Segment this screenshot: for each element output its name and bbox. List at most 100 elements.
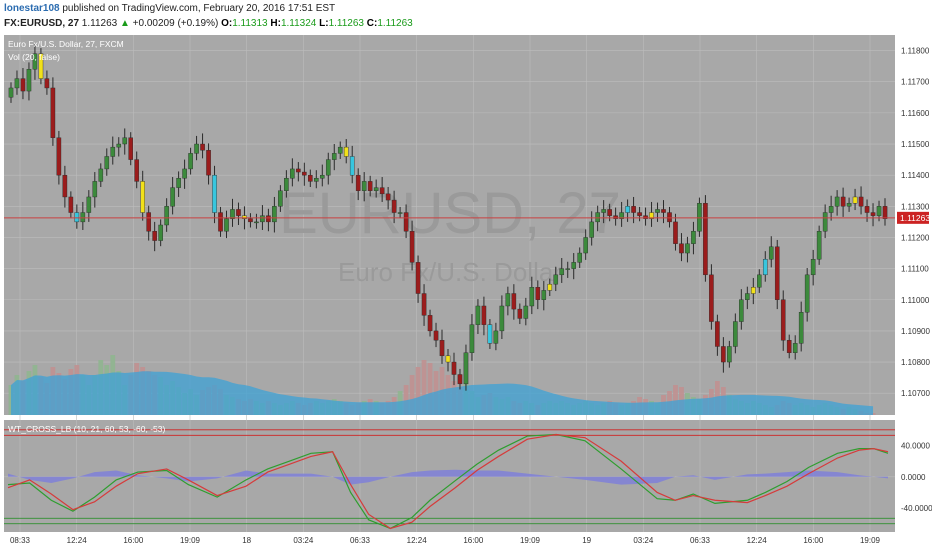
candle-body xyxy=(499,305,505,332)
candle-body xyxy=(697,202,702,232)
candle-body xyxy=(745,293,750,300)
candle-body xyxy=(463,352,469,385)
oscillator-legend: WT_CROSS_LB (10, 21, 60, 53, -60, -53) xyxy=(8,424,165,434)
candle-body xyxy=(98,168,104,182)
candle-body xyxy=(655,209,660,213)
up-arrow-icon: ▲ xyxy=(119,18,130,29)
candle-body xyxy=(439,340,445,357)
candle-body xyxy=(882,206,888,219)
candle-body xyxy=(589,221,594,238)
candle-body xyxy=(188,153,193,170)
candle-body xyxy=(559,268,565,276)
candle-body xyxy=(774,246,780,300)
price-tick-label: 1.11300 xyxy=(901,202,930,211)
candle-body xyxy=(74,212,80,223)
candle-body xyxy=(194,143,199,154)
osc-tick-label: 0.0000 xyxy=(901,473,926,482)
candle-body xyxy=(319,174,325,179)
candle-body xyxy=(493,330,499,344)
author-link[interactable]: lonestar108 xyxy=(4,3,60,14)
candle-body xyxy=(457,374,463,385)
candle-body xyxy=(385,193,391,201)
candle-body xyxy=(679,243,684,254)
candle-body xyxy=(421,293,427,316)
candle-body xyxy=(146,212,151,232)
last-price: 1.11263 xyxy=(81,18,118,29)
time-axis[interactable] xyxy=(4,532,895,549)
candle-body xyxy=(481,305,487,325)
candle-body xyxy=(876,206,882,216)
time-tick-label: 12:24 xyxy=(67,536,88,545)
candle-body xyxy=(822,212,828,232)
candle-body xyxy=(487,324,493,344)
low-label: L: xyxy=(319,18,329,29)
candle-body xyxy=(206,150,211,176)
close-value: 1.11263 xyxy=(377,18,413,29)
candle-body xyxy=(427,315,433,332)
candle-body xyxy=(643,215,648,219)
candle-body xyxy=(26,69,32,92)
candle-body xyxy=(631,206,636,213)
candle-body xyxy=(415,262,421,294)
time-tick-label: 12:24 xyxy=(747,536,768,545)
time-tick-label: 16:00 xyxy=(803,536,824,545)
candle-body xyxy=(361,181,367,191)
publish-line: lonestar108 published on TradingView.com… xyxy=(4,2,335,16)
chart-header: lonestar108 published on TradingView.com… xyxy=(0,0,932,33)
osc-tick-label: 40.0000 xyxy=(901,441,930,450)
candle-body xyxy=(367,181,373,191)
time-tick-label: 18 xyxy=(242,536,251,545)
volume-bar xyxy=(415,367,421,415)
time-tick-label: 19:09 xyxy=(180,536,201,545)
open-label: O: xyxy=(221,18,233,29)
candle-body xyxy=(762,259,768,276)
price-tick-label: 1.11000 xyxy=(901,296,930,305)
high-value: 1.11324 xyxy=(280,18,317,29)
close-label: C: xyxy=(366,18,378,29)
candle-body xyxy=(254,221,259,224)
candle-body xyxy=(625,206,630,213)
candle-body xyxy=(403,212,409,232)
price-tick-label: 1.11800 xyxy=(901,47,930,56)
candle-body xyxy=(397,212,403,214)
candle-body xyxy=(248,218,253,223)
candle-body xyxy=(798,312,804,344)
main-pane[interactable] xyxy=(4,35,895,415)
price-tick-label: 1.10700 xyxy=(901,389,930,398)
candle-body xyxy=(176,178,181,188)
candle-body xyxy=(739,299,744,322)
candle-body xyxy=(858,196,864,207)
candle-body xyxy=(140,181,145,213)
candle-body xyxy=(840,196,846,207)
candle-body xyxy=(110,146,116,157)
candle-body xyxy=(804,274,810,313)
candle-body xyxy=(343,146,349,157)
price-change: +0.00209 (+0.19%) xyxy=(132,18,219,29)
candle-body xyxy=(517,308,523,319)
candle-body xyxy=(290,168,295,179)
watermark-symbol: EURUSD, 27 xyxy=(279,181,621,246)
symbol-label: FX:EURUSD, 27 xyxy=(4,18,80,29)
candle-body xyxy=(505,293,511,307)
candle-body xyxy=(266,215,271,223)
candle-body xyxy=(230,209,235,219)
price-axis[interactable] xyxy=(895,35,932,532)
symbol-line: FX:EURUSD, 27 1.11263 ▲ +0.00209 (+0.19%… xyxy=(4,17,413,31)
candle-body xyxy=(565,268,571,270)
volume-bar xyxy=(673,385,678,415)
candle-body xyxy=(756,274,762,288)
candle-body xyxy=(278,190,283,207)
candle-body xyxy=(50,87,56,138)
candle-body xyxy=(302,171,307,176)
candle-body xyxy=(846,202,852,207)
candle-body xyxy=(691,231,696,244)
candle-body xyxy=(218,212,223,232)
time-tick-label: 16:00 xyxy=(463,536,484,545)
last-price-tag-label: 1.11263 xyxy=(900,213,930,223)
candle-body xyxy=(331,153,337,160)
candle-body xyxy=(14,78,20,89)
candle-body xyxy=(547,283,553,291)
candle-body xyxy=(433,330,439,341)
chart-canvas[interactable]: EURUSD, 27 Euro Fx/U.S. Dollar 1.11263 1… xyxy=(0,33,932,550)
time-tick-label: 16:00 xyxy=(123,536,144,545)
